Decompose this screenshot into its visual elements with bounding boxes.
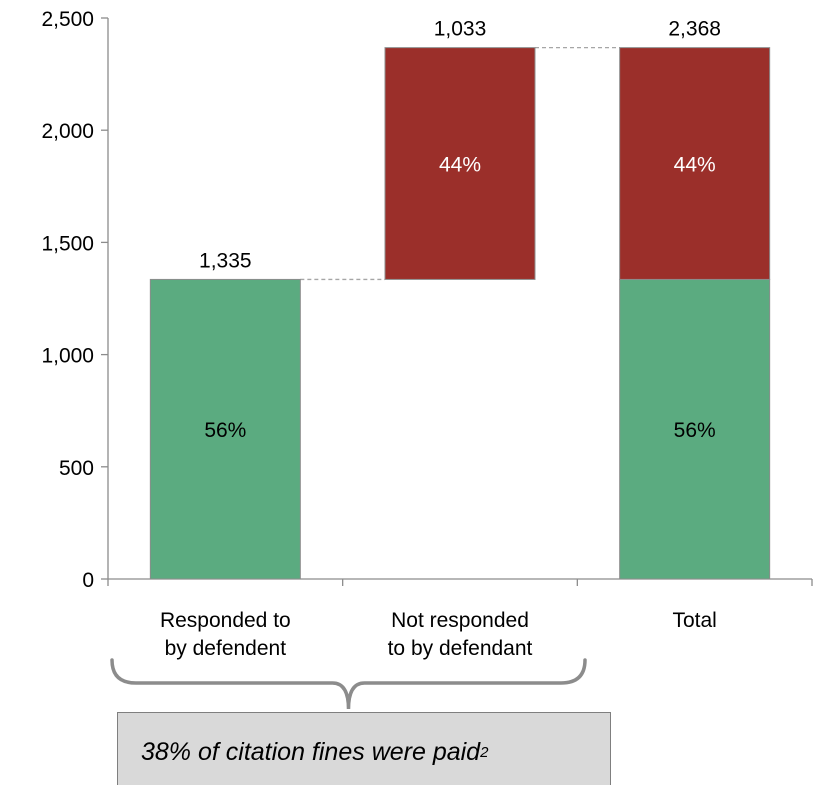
segment-percent-label: 44% [439,154,481,177]
callout-text: 38% of citation fines were paid [141,737,481,766]
brace-icon [110,658,587,710]
waterfall-chart: 0 500 1,000 1,500 2,000 2,500 56% 1,335 44% 1,033… [41,8,813,710]
x-category-label: by defendent [165,637,287,660]
bar-total-label: 1,335 [199,249,252,272]
segment-percent-label: 44% [674,154,716,177]
y-tick-label: 1,500 [41,232,94,255]
y-tick-label: 2,000 [41,120,94,143]
bar-segment [149,278,301,580]
segment-percent-label: 56% [674,419,716,442]
x-category-label: Not responded [391,609,529,632]
segment-percent-label: 56% [204,419,246,442]
bar-total-label: 2,368 [668,18,721,41]
callout-box: 38% of citation fines were paid 2 [117,712,611,785]
y-tick-label: 2,500 [41,8,94,31]
y-tick-label: 500 [59,457,94,480]
bar-total-label: 1,033 [434,18,487,41]
x-category-label: Responded to [160,609,291,632]
y-tick-label: 0 [82,569,94,592]
x-category-label: to by defendant [388,637,533,660]
bar-segment [384,47,536,280]
x-category-label: Total [672,609,716,632]
bar-segment [619,278,771,580]
callout-superscript: 2 [480,743,489,761]
bar-segment [619,47,771,280]
y-tick-label: 1,000 [41,345,94,368]
